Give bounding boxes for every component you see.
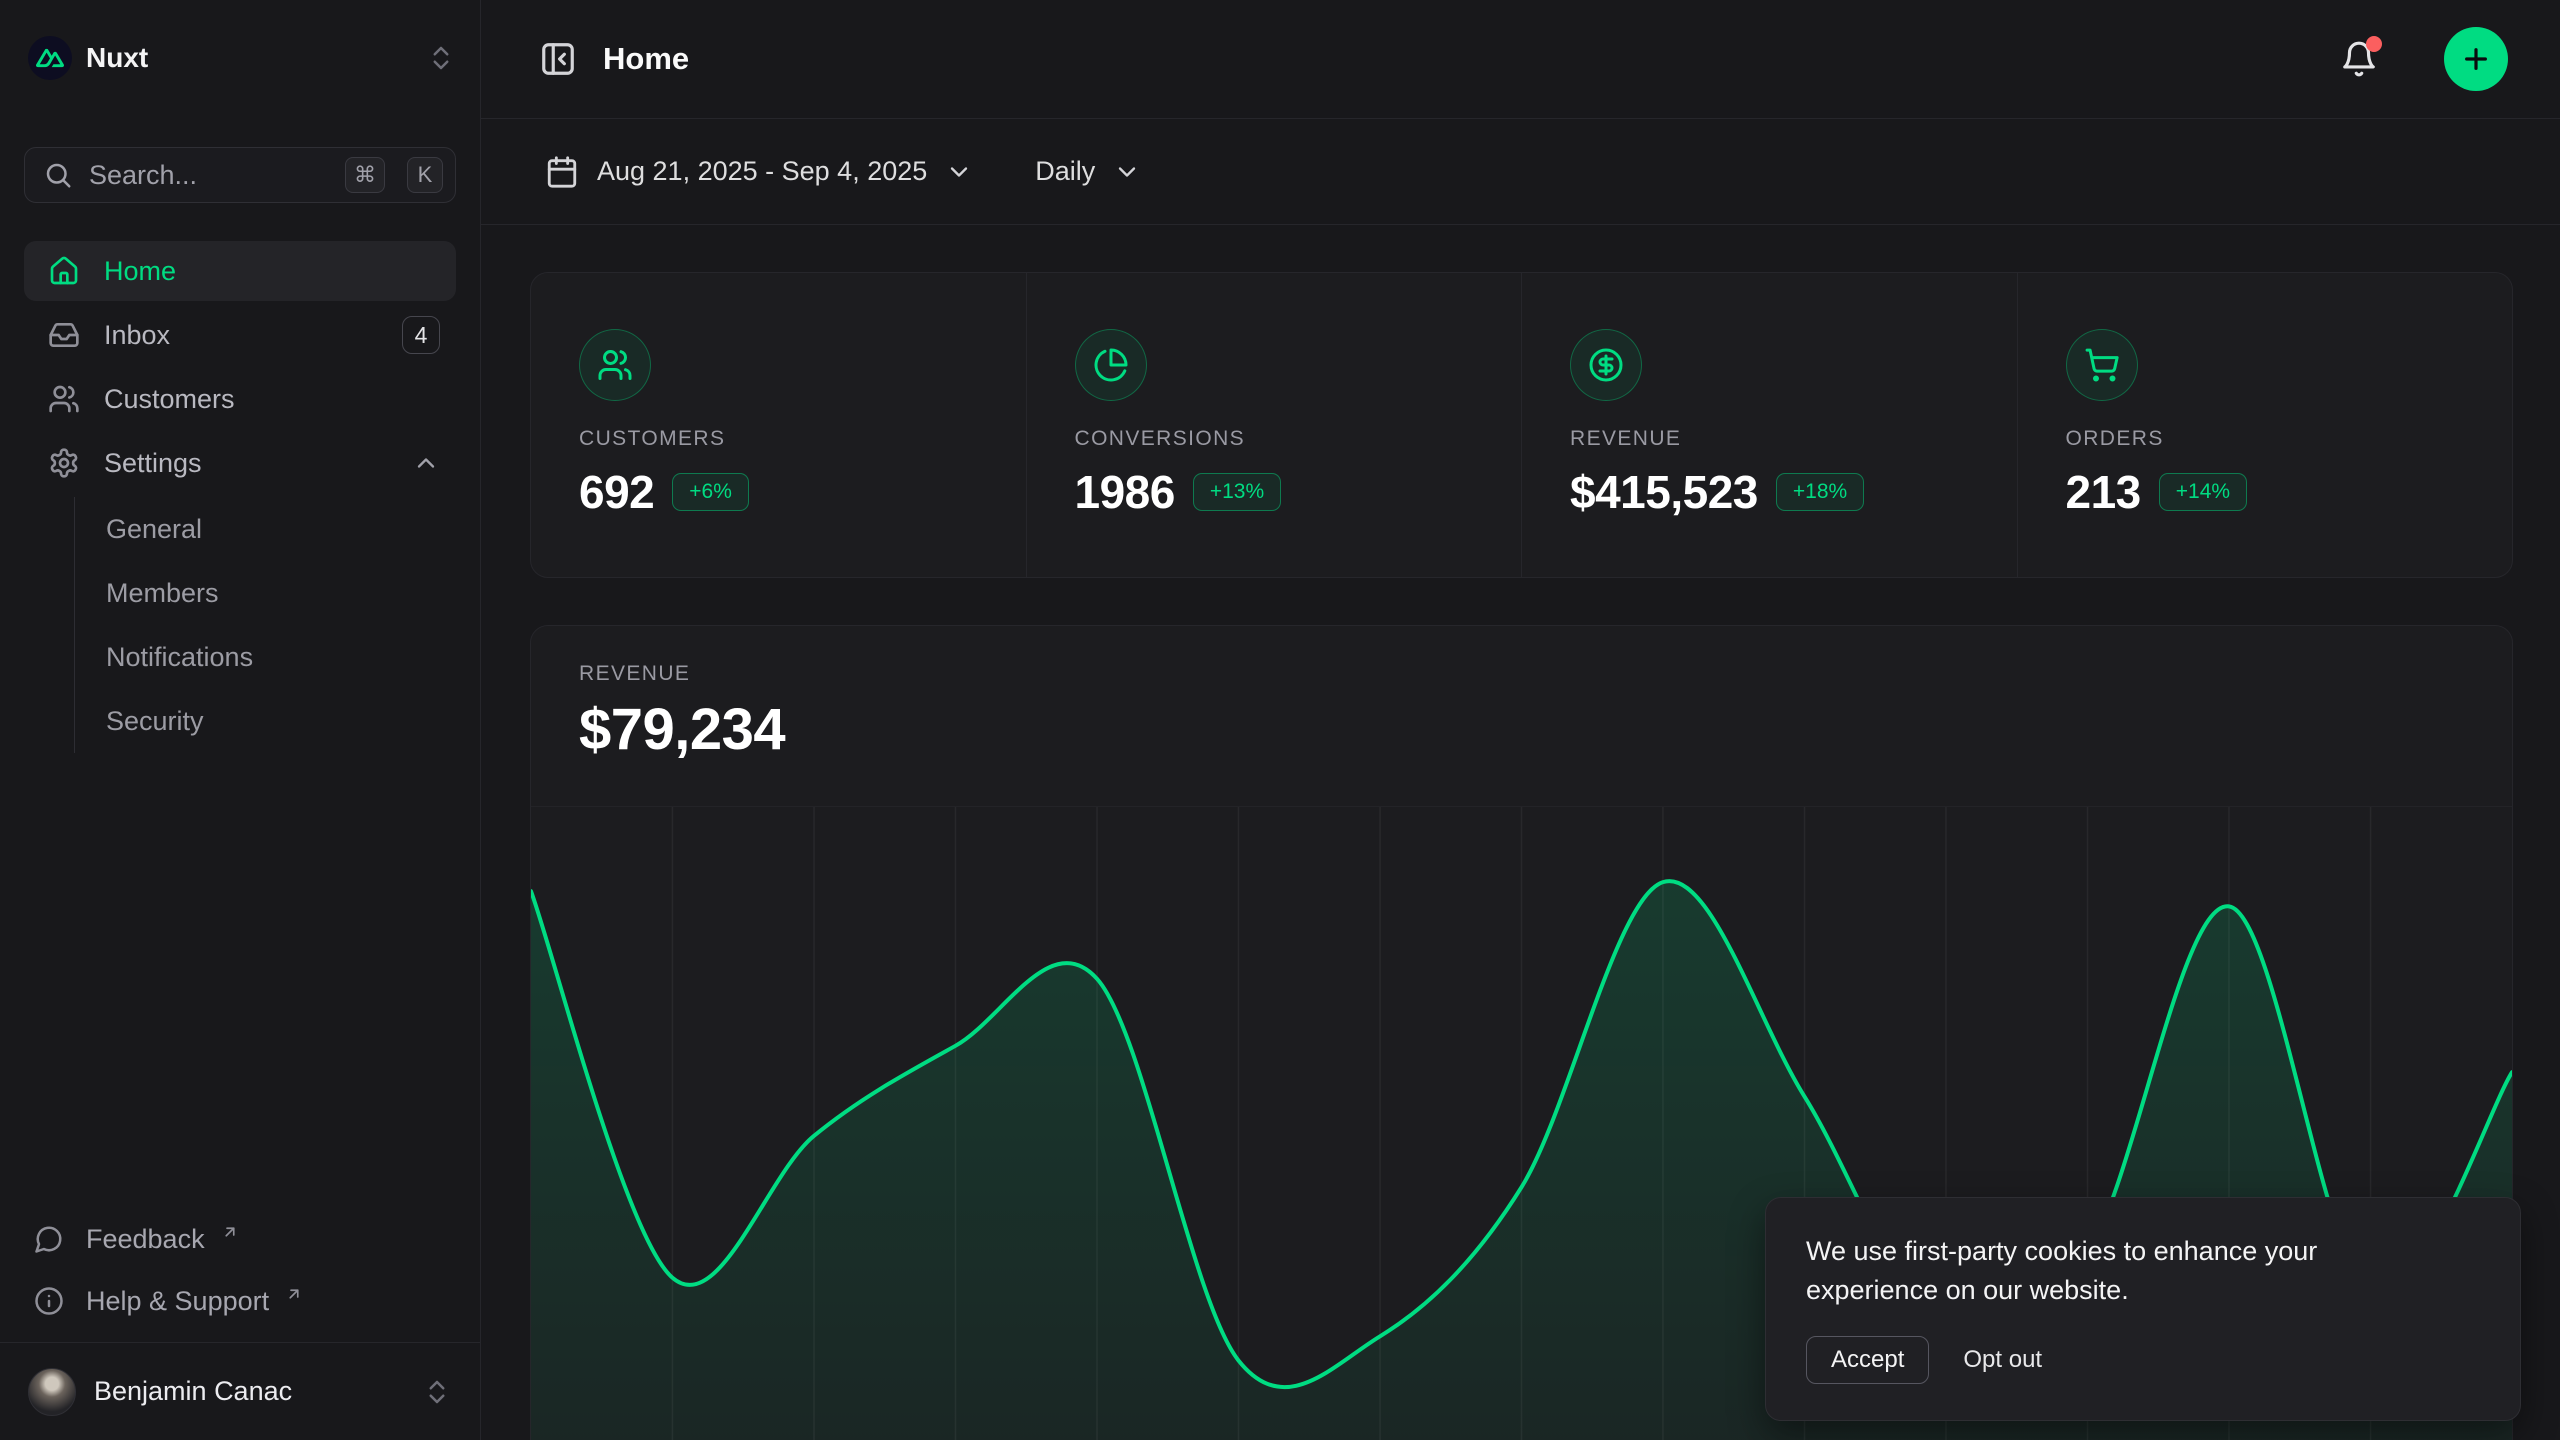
stat-label: CONVERSIONS bbox=[1075, 427, 1474, 451]
stat-delta-badge: +18% bbox=[1776, 473, 1864, 511]
cookie-message: We use first-party cookies to enhance yo… bbox=[1806, 1232, 2436, 1310]
stat-customers[interactable]: CUSTOMERS 692 +6% bbox=[531, 273, 1026, 577]
stat-label: REVENUE bbox=[1570, 427, 1969, 451]
inbox-icon bbox=[48, 319, 80, 351]
sub-item-label: General bbox=[106, 514, 202, 545]
settings-sub-list: General Members Notifications Security bbox=[74, 497, 456, 753]
stat-value: 692 bbox=[579, 465, 654, 519]
pie-chart-icon bbox=[1075, 329, 1147, 401]
help-support-link[interactable]: Help & Support bbox=[24, 1270, 456, 1332]
stats-card: CUSTOMERS 692 +6% CONVERSIONS 1986 +13% … bbox=[530, 272, 2513, 578]
sidebar: Nuxt Search... ⌘ K Home Inbox 4 bbox=[0, 0, 481, 1440]
sub-item-label: Security bbox=[106, 706, 204, 737]
sidebar-item-security[interactable]: Security bbox=[104, 689, 456, 753]
stat-delta-badge: +6% bbox=[672, 473, 749, 511]
granularity-value: Daily bbox=[1035, 156, 1095, 187]
sidebar-item-label: Home bbox=[104, 256, 440, 287]
kbd-cmd: ⌘ bbox=[345, 157, 385, 193]
sidebar-item-members[interactable]: Members bbox=[104, 561, 456, 625]
date-range-value: Aug 21, 2025 - Sep 4, 2025 bbox=[597, 156, 927, 187]
dollar-circle-icon bbox=[1570, 329, 1642, 401]
header: Home bbox=[481, 0, 2560, 119]
stat-value: $415,523 bbox=[1570, 465, 1758, 519]
page-title: Home bbox=[603, 41, 2314, 77]
sidebar-item-settings[interactable]: Settings bbox=[24, 433, 456, 493]
date-range-picker[interactable]: Aug 21, 2025 - Sep 4, 2025 bbox=[545, 155, 973, 189]
external-link-icon bbox=[221, 1223, 239, 1241]
sidebar-item-customers[interactable]: Customers bbox=[24, 369, 456, 429]
info-circle-icon bbox=[34, 1286, 64, 1316]
search-placeholder: Search... bbox=[89, 160, 323, 191]
search-input[interactable]: Search... ⌘ K bbox=[24, 147, 456, 203]
sidebar-item-inbox[interactable]: Inbox 4 bbox=[24, 305, 456, 365]
stat-orders[interactable]: ORDERS 213 +14% bbox=[2017, 273, 2513, 577]
sidebar-item-label: Settings bbox=[104, 448, 388, 479]
chevron-down-icon bbox=[1113, 158, 1141, 186]
opt-out-link[interactable]: Opt out bbox=[1963, 1346, 2042, 1374]
sidebar-footer: Feedback Help & Support Benjamin Canac bbox=[0, 1208, 480, 1440]
sidebar-item-notifications[interactable]: Notifications bbox=[104, 625, 456, 689]
toolbar: Aug 21, 2025 - Sep 4, 2025 Daily bbox=[481, 119, 2560, 225]
stat-label: ORDERS bbox=[2066, 427, 2465, 451]
sidebar-item-general[interactable]: General bbox=[104, 497, 456, 561]
chevron-up-down-icon[interactable] bbox=[426, 43, 456, 73]
sidebar-collapse-icon[interactable] bbox=[539, 40, 577, 78]
add-button[interactable] bbox=[2444, 27, 2508, 91]
kbd-k: K bbox=[407, 157, 443, 193]
gear-icon bbox=[48, 447, 80, 479]
sidebar-nav: Home Inbox 4 Customers Settings Ge bbox=[24, 241, 456, 753]
stat-value: 213 bbox=[2066, 465, 2141, 519]
home-icon bbox=[48, 255, 80, 287]
stat-revenue[interactable]: REVENUE $415,523 +18% bbox=[1521, 273, 2017, 577]
stat-label: CUSTOMERS bbox=[579, 427, 978, 451]
notification-dot bbox=[2366, 36, 2382, 52]
sidebar-item-label: Inbox bbox=[104, 320, 378, 351]
nuxt-logo-icon bbox=[28, 36, 72, 80]
inbox-count-badge: 4 bbox=[402, 316, 440, 354]
chevron-down-icon bbox=[945, 158, 973, 186]
help-support-label: Help & Support bbox=[86, 1286, 269, 1317]
calendar-icon bbox=[545, 155, 579, 189]
chevron-up-down-icon[interactable] bbox=[422, 1377, 452, 1407]
stat-delta-badge: +13% bbox=[1193, 473, 1281, 511]
workspace-switcher[interactable]: Nuxt bbox=[0, 0, 480, 90]
revenue-chart-total: $79,234 bbox=[579, 696, 2464, 763]
stat-delta-badge: +14% bbox=[2159, 473, 2247, 511]
notifications-bell-icon[interactable] bbox=[2340, 40, 2378, 78]
stat-value: 1986 bbox=[1075, 465, 1175, 519]
cookie-banner: We use first-party cookies to enhance yo… bbox=[1765, 1197, 2521, 1421]
stat-conversions[interactable]: CONVERSIONS 1986 +13% bbox=[1026, 273, 1522, 577]
chat-bubble-icon bbox=[34, 1224, 64, 1254]
users-icon bbox=[579, 329, 651, 401]
sub-item-label: Members bbox=[106, 578, 219, 609]
sub-item-label: Notifications bbox=[106, 642, 253, 673]
granularity-select[interactable]: Daily bbox=[1035, 156, 1141, 187]
sidebar-item-label: Customers bbox=[104, 384, 440, 415]
user-name: Benjamin Canac bbox=[94, 1376, 404, 1407]
sidebar-item-home[interactable]: Home bbox=[24, 241, 456, 301]
revenue-chart-label: REVENUE bbox=[579, 662, 2464, 686]
users-icon bbox=[48, 383, 80, 415]
external-link-icon bbox=[285, 1285, 303, 1303]
feedback-label: Feedback bbox=[86, 1224, 205, 1255]
chevron-up-icon bbox=[412, 449, 440, 477]
search-icon bbox=[43, 160, 73, 190]
accept-button[interactable]: Accept bbox=[1806, 1336, 1929, 1384]
cart-icon bbox=[2066, 329, 2138, 401]
avatar bbox=[28, 1368, 76, 1416]
user-menu[interactable]: Benjamin Canac bbox=[0, 1342, 480, 1440]
feedback-link[interactable]: Feedback bbox=[24, 1208, 456, 1270]
workspace-name: Nuxt bbox=[86, 42, 412, 74]
